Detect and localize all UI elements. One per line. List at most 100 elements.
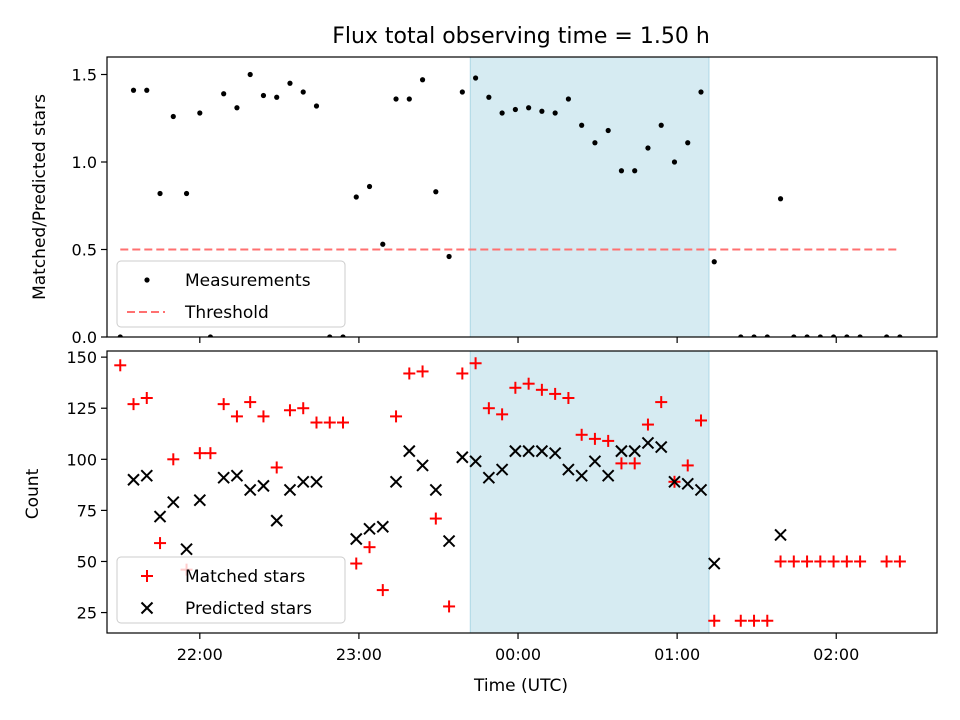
bottom-y-tick-label: 50 (77, 552, 97, 571)
chart-title: Flux total observing time = 1.50 h (332, 24, 710, 49)
matched-point (469, 357, 482, 370)
matched-point (114, 359, 127, 372)
measurement-point (764, 334, 770, 337)
predicted-point (442, 534, 456, 548)
predicted-point (257, 479, 270, 493)
measurement-point (698, 89, 704, 95)
matched-point (204, 447, 217, 460)
measurement-point (711, 259, 717, 265)
measurement-point (618, 168, 625, 174)
measurement-point (579, 122, 585, 128)
measurement-point (512, 106, 518, 113)
measurement-point (393, 96, 399, 102)
predicted-point (403, 444, 416, 458)
predicted-point (429, 483, 443, 497)
matched-point (154, 537, 167, 550)
predicted-point (180, 543, 193, 556)
measurement-point (433, 189, 439, 195)
predicted-point (641, 436, 655, 450)
measurement-point (144, 87, 150, 93)
matched-point (880, 555, 893, 568)
measurement-point (817, 334, 823, 337)
legend-label: Threshold (184, 303, 269, 323)
matched-point (734, 614, 747, 627)
measurement-point (287, 80, 293, 86)
measurement-point (751, 334, 757, 337)
matched-point (761, 614, 774, 627)
predicted-point (167, 496, 180, 509)
predicted-point (535, 444, 549, 458)
measurement-point (313, 103, 320, 109)
measurement-point (366, 183, 373, 190)
matched-point (681, 459, 694, 472)
predicted-point (350, 532, 363, 546)
matched-point (774, 555, 787, 568)
top-y-axis-label: Matched/Predicted stars (30, 94, 50, 300)
measurement-point (353, 194, 359, 200)
matched-point (854, 555, 867, 568)
matched-point (283, 404, 296, 417)
matched-point (588, 432, 601, 445)
top-axes: 0.0 0.5 1.0 1.5 Measurements Threshold (72, 56, 938, 347)
matched-point (840, 555, 853, 568)
bottom-y-tick-label: 100 (66, 450, 97, 469)
matched-point (562, 392, 575, 404)
matched-point (443, 600, 456, 613)
predicted-point (509, 444, 522, 458)
measurement-point (671, 159, 678, 165)
predicted-point (774, 528, 787, 542)
matched-point (694, 414, 707, 427)
measurement-point (157, 190, 163, 197)
measurement-point (419, 77, 426, 83)
bottom-x-tick-label: 00:00 (495, 645, 541, 664)
measurement-point (565, 96, 572, 102)
top-y-tick-label: 1.5 (72, 66, 97, 85)
matched-point (363, 541, 376, 554)
matched-point (403, 367, 416, 380)
measurement-point (234, 105, 240, 111)
legend-label: Measurements (185, 271, 311, 291)
matched-point (217, 398, 230, 411)
predicted-point (562, 463, 575, 476)
measurement-point (738, 334, 744, 337)
matched-point (310, 416, 323, 429)
matched-point (376, 584, 389, 597)
legend-marker (144, 277, 150, 283)
measurement-point (897, 334, 903, 337)
measurement-point (130, 87, 137, 93)
predicted-point (482, 471, 496, 484)
bottom-legend-box (116, 556, 346, 624)
predicted-point (153, 510, 167, 523)
matched-point (167, 453, 180, 466)
measurement-point (632, 168, 638, 174)
matched-point (337, 416, 350, 429)
measurement-point (183, 190, 190, 197)
measurement-point (197, 110, 203, 116)
top-legend-entry: Measurements (144, 271, 311, 291)
measurement-point (327, 334, 333, 337)
measurement-point (844, 334, 850, 337)
measurement-point (274, 94, 280, 100)
measurement-point (260, 92, 267, 99)
measurement-point (804, 334, 810, 337)
top-y-tick-label: 0.5 (72, 241, 97, 260)
matched-point (708, 614, 721, 627)
predicted-point (230, 469, 244, 482)
bottom-observing-span (469, 350, 710, 634)
matched-point (801, 555, 814, 568)
predicted-point (548, 446, 562, 460)
top-series-measurements (117, 71, 903, 337)
top-y-tick-label: 0.0 (72, 328, 97, 347)
predicted-point (694, 483, 708, 497)
predicted-point (681, 477, 694, 491)
top-plot-area (117, 71, 903, 337)
top-legend: Measurements Threshold (116, 260, 346, 328)
predicted-point (495, 463, 509, 476)
measurement-point (884, 334, 890, 337)
bottom-legend-entry: Matched stars (141, 567, 305, 587)
bottom-y-tick-label: 125 (66, 399, 97, 418)
measurement-point (605, 127, 611, 134)
x-axis-label: Time (UTC) (473, 676, 568, 696)
bottom-axes: 25 50 75 100 125 150 22:00 23:00 00:00 01:00 02:00… (66, 348, 938, 664)
